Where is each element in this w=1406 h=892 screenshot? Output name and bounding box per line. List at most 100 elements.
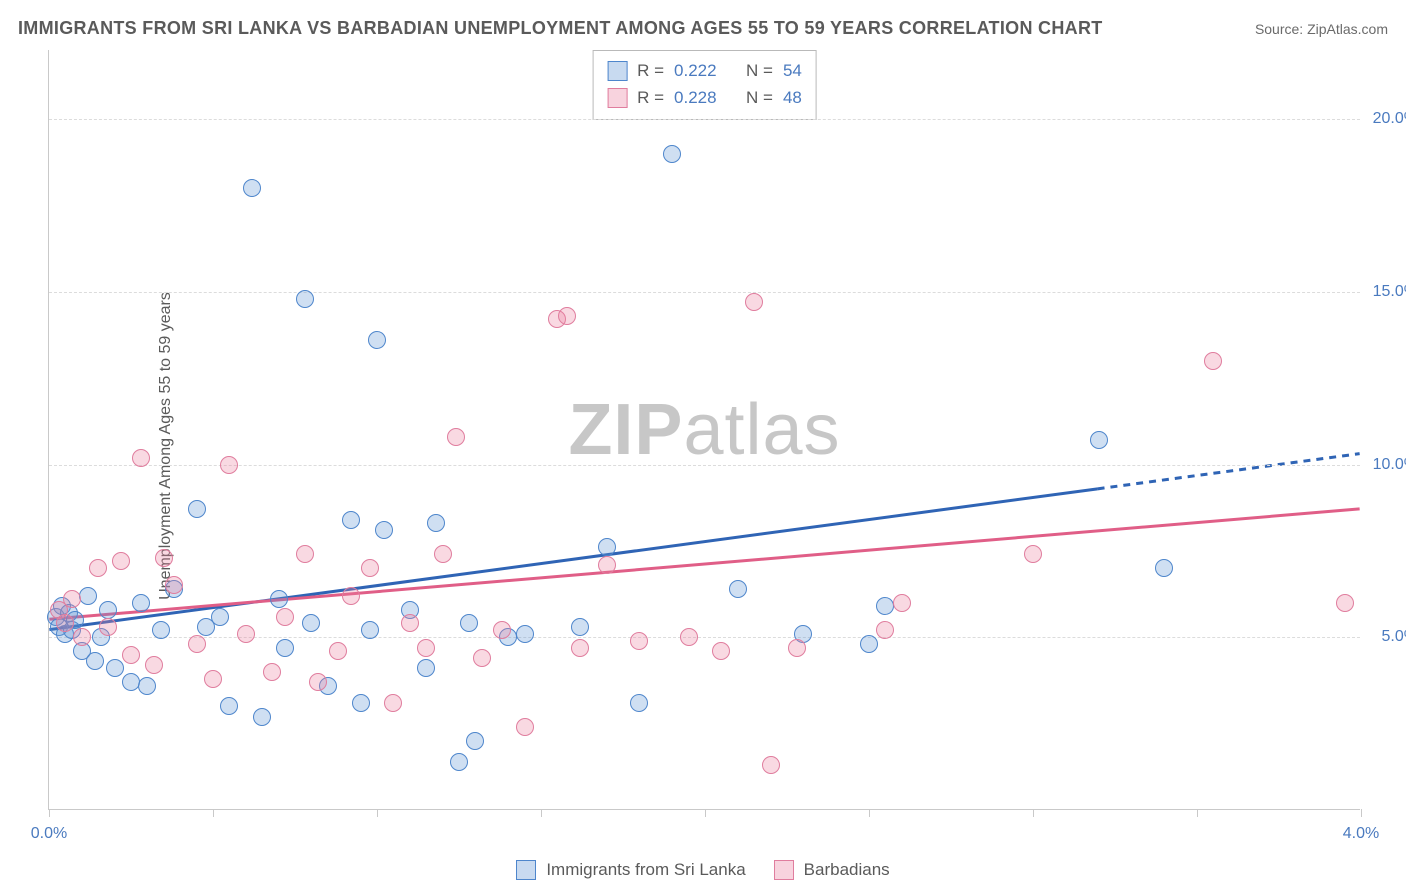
scatter-point [375,521,393,539]
scatter-point [89,559,107,577]
scatter-point [302,614,320,632]
y-tick-label: 20.0% [1373,110,1406,128]
legend-label-blue: Immigrants from Sri Lanka [546,860,745,880]
scatter-point [243,179,261,197]
scatter-point [384,694,402,712]
legend-swatch-blue [607,61,627,81]
r-label: R = [637,57,664,84]
scatter-point [309,673,327,691]
scatter-point [598,556,616,574]
legend-row-blue: R = 0.222 N = 54 [607,57,802,84]
scatter-point [204,670,222,688]
scatter-point [447,428,465,446]
legend-item-pink: Barbadians [774,860,890,880]
legend-correlation: R = 0.222 N = 54 R = 0.228 N = 48 [592,50,817,120]
scatter-point [253,708,271,726]
scatter-point [56,614,74,632]
scatter-point [876,597,894,615]
scatter-point [516,625,534,643]
trend-lines [49,50,1360,809]
scatter-point [712,642,730,660]
plot-area: ZIPatlas R = 0.222 N = 54 R = 0.228 N = … [48,50,1360,810]
source-label: Source: ZipAtlas.com [1255,21,1388,37]
watermark-bold: ZIP [568,390,683,470]
scatter-point [876,621,894,639]
scatter-point [473,649,491,667]
scatter-point [427,514,445,532]
scatter-point [122,646,140,664]
scatter-point [99,618,117,636]
watermark: ZIPatlas [568,389,840,471]
scatter-point [558,307,576,325]
scatter-point [86,652,104,670]
scatter-point [762,756,780,774]
grid-line [49,119,1360,120]
n-value-blue: 54 [783,57,802,84]
r-value-pink: 0.228 [674,84,717,111]
scatter-point [1336,594,1354,612]
y-tick-label: 10.0% [1373,456,1406,474]
scatter-point [63,590,81,608]
scatter-point [516,718,534,736]
scatter-point [893,594,911,612]
x-tick [1033,809,1034,817]
scatter-point [466,732,484,750]
scatter-point [112,552,130,570]
scatter-point [680,628,698,646]
scatter-point [1024,545,1042,563]
trend-line [49,489,1097,630]
scatter-point [729,580,747,598]
scatter-point [663,145,681,163]
legend-swatch-pink [607,88,627,108]
scatter-point [155,549,173,567]
legend-item-blue: Immigrants from Sri Lanka [516,860,745,880]
legend-label-pink: Barbadians [804,860,890,880]
scatter-point [276,608,294,626]
scatter-point [460,614,478,632]
x-tick [705,809,706,817]
scatter-point [361,559,379,577]
scatter-point [220,456,238,474]
scatter-point [434,545,452,563]
n-label: N = [746,84,773,111]
x-tick [377,809,378,817]
title-row: IMMIGRANTS FROM SRI LANKA VS BARBADIAN U… [18,18,1388,39]
scatter-point [1204,352,1222,370]
scatter-point [132,594,150,612]
scatter-point [571,618,589,636]
scatter-point [270,590,288,608]
scatter-point [132,449,150,467]
scatter-point [188,500,206,518]
scatter-point [145,656,163,674]
scatter-point [152,621,170,639]
scatter-point [73,628,91,646]
scatter-point [342,511,360,529]
scatter-point [352,694,370,712]
r-value-blue: 0.222 [674,57,717,84]
scatter-point [1090,431,1108,449]
scatter-point [788,639,806,657]
x-tick-label: 0.0% [31,825,67,843]
trend-line-dashed [1098,454,1360,489]
scatter-point [165,576,183,594]
scatter-point [417,639,435,657]
scatter-point [571,639,589,657]
scatter-point [237,625,255,643]
scatter-point [342,587,360,605]
scatter-point [1155,559,1173,577]
n-value-pink: 48 [783,84,802,111]
scatter-point [296,290,314,308]
chart-title: IMMIGRANTS FROM SRI LANKA VS BARBADIAN U… [18,18,1103,39]
grid-line [49,292,1360,293]
x-tick [541,809,542,817]
scatter-point [276,639,294,657]
scatter-point [79,587,97,605]
scatter-point [211,608,229,626]
legend-swatch-pink [774,860,794,880]
scatter-point [99,601,117,619]
x-tick [49,809,50,817]
scatter-point [417,659,435,677]
scatter-point [138,677,156,695]
scatter-point [220,697,238,715]
scatter-point [745,293,763,311]
